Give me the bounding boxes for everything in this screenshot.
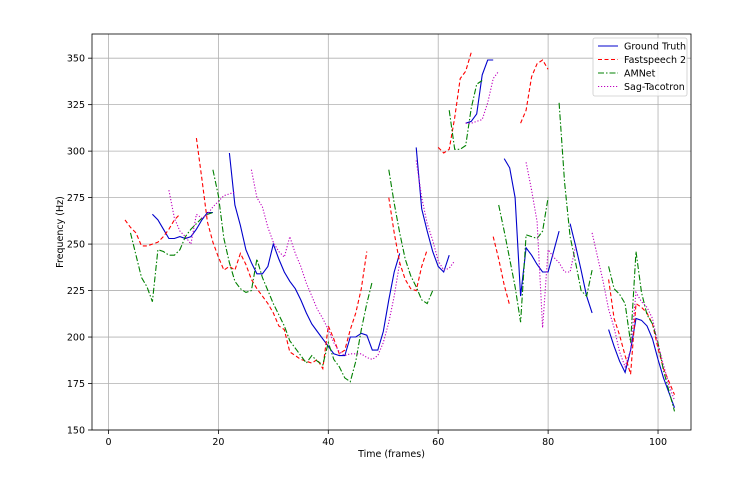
- series-group: [124, 52, 676, 412]
- legend-box: [592, 37, 688, 97]
- series-0: [152, 59, 676, 408]
- x-tick-label: 20: [212, 437, 224, 448]
- y-tick-label: 175: [67, 379, 85, 390]
- series-line-segment: [250, 169, 401, 361]
- series-line-segment: [129, 211, 214, 302]
- legend-label: Sag-Tacotron: [624, 82, 685, 93]
- series-line-segment: [437, 52, 472, 154]
- series-line-segment: [558, 102, 593, 298]
- series-line-segment: [415, 160, 456, 271]
- legend: Ground Truth Fastspeech 2 AMNet Sag-Tacotro…: [592, 37, 688, 97]
- legend-label: Fastspeech 2: [624, 55, 686, 66]
- y-tick-label: 300: [67, 147, 85, 158]
- series-line-segment: [492, 236, 511, 306]
- series-line-segment: [415, 147, 450, 274]
- y-tick-label: 225: [67, 286, 85, 297]
- y-tick-label: 250: [67, 240, 85, 251]
- y-tick-label: 150: [67, 426, 85, 437]
- series-line-segment: [591, 232, 676, 401]
- series-line-segment: [168, 190, 236, 246]
- legend-label: AMNet: [624, 69, 656, 80]
- x-tick-label: 80: [542, 437, 554, 448]
- series-line-segment: [212, 169, 373, 383]
- y-axis-title: Frequency (Hz): [55, 196, 66, 268]
- series-line-segment: [520, 59, 549, 124]
- series-line-segment: [569, 223, 593, 314]
- grid: [92, 34, 691, 431]
- series-3: [168, 70, 676, 401]
- y-tick-label: 200: [67, 333, 85, 344]
- y-tick-label: 275: [67, 193, 85, 204]
- x-tick-label: 40: [322, 437, 334, 448]
- series-line-segment: [228, 152, 401, 357]
- series-line-segment: [465, 59, 494, 124]
- series-line-segment: [448, 80, 483, 150]
- series-line-segment: [152, 211, 213, 240]
- series-line-segment: [124, 213, 181, 247]
- series-line-segment: [608, 317, 676, 408]
- series-line-segment: [388, 169, 434, 305]
- legend-label: Ground Truth: [624, 42, 686, 53]
- plot-frame: [91, 33, 692, 431]
- series-line-segment: [498, 197, 549, 323]
- series-line-segment: [525, 162, 577, 328]
- series-line-segment: [388, 197, 428, 292]
- x-axis-title: Time (frames): [357, 449, 425, 460]
- y-tick-label: 350: [67, 54, 85, 65]
- x-tick-label: 60: [432, 437, 444, 448]
- y-tick-label: 325: [67, 100, 85, 111]
- x-tick-label: 100: [649, 437, 667, 448]
- series-line-segment: [503, 158, 560, 297]
- x-tick-label: 0: [105, 437, 111, 448]
- series-2: [129, 80, 676, 412]
- axes: 0 20 40 60 80 100 150 175 200 225 250 275 300 325 350: [67, 54, 667, 448]
